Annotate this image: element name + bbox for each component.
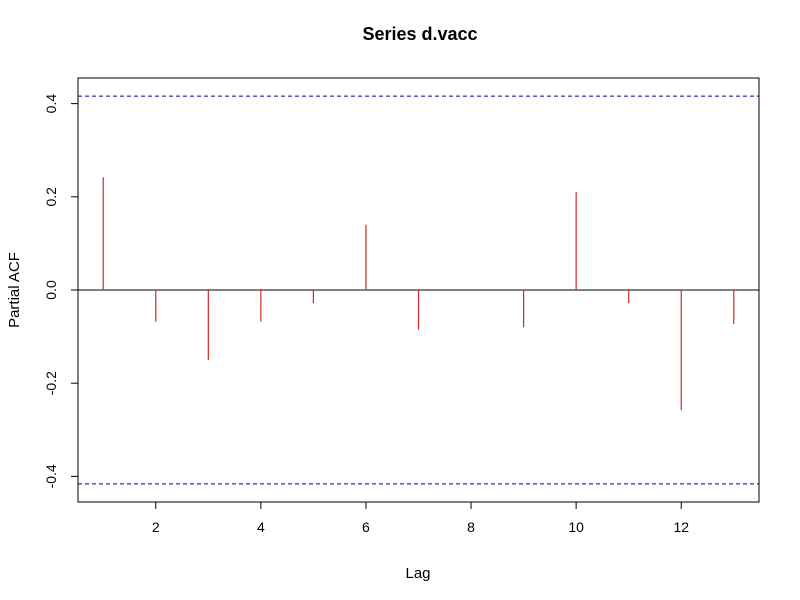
y-tick-label-2: 0.0 [43, 280, 59, 300]
y-tick-label-4: 0.4 [43, 94, 59, 114]
y-tick-label-0: -0.4 [43, 464, 59, 488]
x-tick-label-8: 8 [467, 519, 475, 535]
x-tick-label-4: 4 [257, 519, 265, 535]
chart-title: Series d.vacc [362, 24, 477, 44]
x-tick-label-12: 12 [673, 519, 689, 535]
x-axis-label: Lag [405, 565, 430, 582]
x-tick-label-2: 2 [152, 519, 160, 535]
x-tick-label-10: 10 [568, 519, 584, 535]
y-tick-label-1: -0.2 [43, 371, 59, 395]
y-tick-label-3: 0.2 [43, 187, 59, 207]
x-tick-label-6: 6 [362, 519, 370, 535]
y-axis-label: Partial ACF [6, 252, 23, 328]
